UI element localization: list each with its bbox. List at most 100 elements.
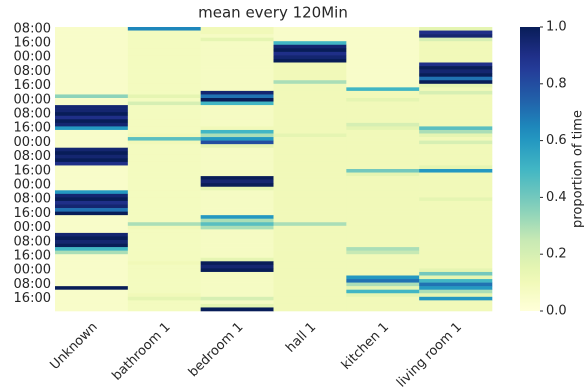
heat-cell <box>200 44 274 49</box>
heat-cell <box>200 240 274 244</box>
heat-cell <box>127 222 201 227</box>
heat-cell <box>346 34 420 38</box>
heat-cell <box>419 271 493 276</box>
heat-cell <box>200 41 274 46</box>
heat-cell <box>55 129 129 134</box>
heat-cell <box>200 133 274 138</box>
heat-cell <box>55 289 129 294</box>
heat-cell <box>127 211 201 216</box>
heat-cell <box>419 62 493 67</box>
heat-cell <box>419 172 493 177</box>
heat-cell <box>346 151 420 156</box>
heat-cell <box>346 51 420 56</box>
heat-cell <box>273 300 347 305</box>
heat-cell <box>273 58 347 63</box>
heat-cell <box>419 215 493 219</box>
heat-cell <box>55 218 129 223</box>
heat-cell <box>419 144 493 148</box>
heat-cell <box>55 27 129 31</box>
heat-cell <box>200 250 274 255</box>
heat-cell <box>419 101 493 106</box>
heat-cell <box>273 69 347 74</box>
heat-cell <box>273 303 347 308</box>
heat-cell <box>127 179 201 184</box>
heat-cell <box>419 105 493 109</box>
heat-cell <box>273 222 347 227</box>
heat-cell <box>346 44 420 49</box>
heat-cell <box>273 147 347 152</box>
y-tick-label: 08:00 <box>14 149 51 164</box>
heat-cell <box>346 144 420 148</box>
y-tick-label: 00:00 <box>14 135 51 150</box>
heat-cell <box>273 34 347 38</box>
heat-cell <box>346 83 420 88</box>
heat-cell <box>55 247 129 251</box>
y-tick-label: 00:00 <box>14 92 51 107</box>
heat-cell <box>419 30 493 35</box>
heat-cell <box>419 303 493 308</box>
heat-cell <box>273 193 347 198</box>
heat-cell <box>273 80 347 85</box>
heat-cell <box>127 254 201 259</box>
heat-cell <box>200 186 274 191</box>
heat-cell <box>346 204 420 209</box>
heat-cell <box>346 275 420 280</box>
heat-cell <box>55 101 129 106</box>
heat-cell <box>127 303 201 308</box>
heat-cell <box>419 282 493 287</box>
heat-cell <box>273 66 347 70</box>
heat-cell <box>273 186 347 191</box>
heat-cell <box>127 279 201 283</box>
heat-cell <box>419 37 493 42</box>
y-tick-label: 00:00 <box>14 177 51 192</box>
heat-cell <box>273 229 347 234</box>
heat-cell <box>200 179 274 184</box>
heat-cell <box>55 98 129 102</box>
heat-cell <box>127 229 201 234</box>
heat-cell <box>200 293 274 298</box>
heat-cell <box>127 101 201 106</box>
heat-cell <box>55 51 129 56</box>
heat-cell <box>273 286 347 290</box>
heat-cell <box>273 144 347 148</box>
heat-cell <box>200 229 274 234</box>
heat-cell <box>127 293 201 298</box>
heat-cell <box>55 254 129 259</box>
heat-cell <box>127 286 201 290</box>
heat-cell <box>200 48 274 53</box>
heat-cell <box>200 282 274 287</box>
heat-cell <box>55 183 129 188</box>
heat-cell <box>346 286 420 290</box>
heat-cell <box>419 154 493 159</box>
heat-cell <box>127 129 201 134</box>
heat-cell <box>127 261 201 266</box>
heat-cell <box>55 83 129 88</box>
x-tick-label: hall 1 <box>283 320 319 356</box>
heat-cell <box>273 211 347 216</box>
heat-cell <box>346 303 420 308</box>
heat-cell <box>127 250 201 255</box>
heat-cell <box>346 87 420 92</box>
heat-cell <box>127 55 201 60</box>
heat-cell <box>200 83 274 88</box>
heat-cell <box>200 165 274 170</box>
heat-cell <box>419 34 493 38</box>
heat-cell <box>127 232 201 237</box>
heat-cell <box>419 94 493 99</box>
heat-cell <box>200 98 274 102</box>
y-tick-label: 08:00 <box>14 192 51 207</box>
heat-cell <box>273 225 347 230</box>
heat-cell <box>346 208 420 212</box>
heat-cell <box>55 66 129 70</box>
heat-cell <box>419 257 493 262</box>
colorbar-tick-label: 0.0 <box>546 304 567 319</box>
heat-cell <box>346 119 420 124</box>
heat-cell <box>346 62 420 67</box>
heat-cell <box>346 186 420 191</box>
heat-cell <box>200 158 274 163</box>
heat-cell <box>273 44 347 49</box>
y-tick-label: 16:00 <box>14 248 51 263</box>
x-tick-label: Unknown <box>47 320 100 373</box>
heat-cell <box>127 236 201 241</box>
